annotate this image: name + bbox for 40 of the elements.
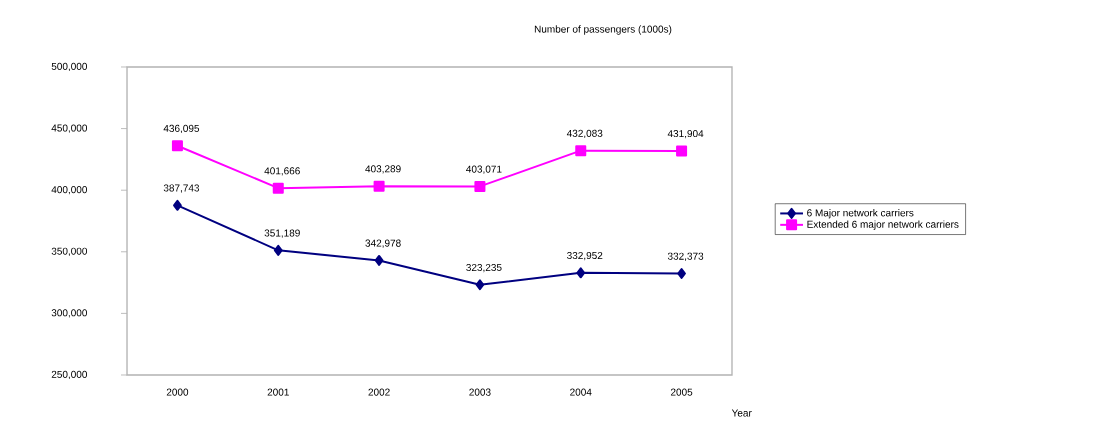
point (676, 145, 688, 157)
y-tick-label: 300,000 (51, 309, 88, 318)
point (475, 279, 485, 291)
data-label: 401,666 (264, 167, 300, 176)
data-label: 351,189 (264, 229, 300, 238)
data-label: 332,373 (667, 252, 704, 261)
point (474, 180, 486, 192)
point (171, 140, 183, 152)
point (677, 268, 686, 280)
point (173, 199, 182, 211)
point (272, 182, 284, 194)
y-tick-label: 350,000 (51, 247, 88, 256)
point (374, 254, 384, 266)
point (273, 244, 283, 256)
legend-label: Extended 6 major network carriers (807, 220, 959, 230)
y-tick-label: 400,000 (51, 186, 88, 195)
point (373, 180, 385, 192)
x-tick-label: 2003 (469, 388, 491, 396)
x-tick-label: 2005 (670, 388, 693, 396)
x-tick-label: 2000 (166, 388, 189, 396)
data-label: 387,743 (163, 184, 200, 193)
data-label: 436,095 (163, 124, 200, 134)
chart-title: Number of passengers (1000s) (534, 25, 672, 35)
data-label: 332,952 (567, 251, 603, 261)
y-tick-label: 450,000 (51, 124, 88, 133)
legend-label: 6 Major network carriers (807, 209, 914, 219)
data-label: 323,235 (466, 263, 502, 273)
y-tick-label: 250,000 (51, 370, 88, 380)
data-label: 342,978 (365, 239, 401, 248)
data-label: 403,289 (365, 165, 401, 174)
x-tick-label: 2004 (570, 388, 592, 396)
y-tick-label: 500,000 (51, 62, 88, 72)
data-label: 432,083 (566, 129, 603, 139)
point (576, 267, 586, 279)
x-axis-title: Year (731, 409, 752, 417)
data-label: 403,071 (466, 165, 502, 174)
data-label: 431,904 (667, 130, 704, 139)
point (575, 145, 587, 157)
x-tick-label: 2001 (267, 388, 289, 396)
x-tick-label: 2002 (368, 388, 390, 396)
